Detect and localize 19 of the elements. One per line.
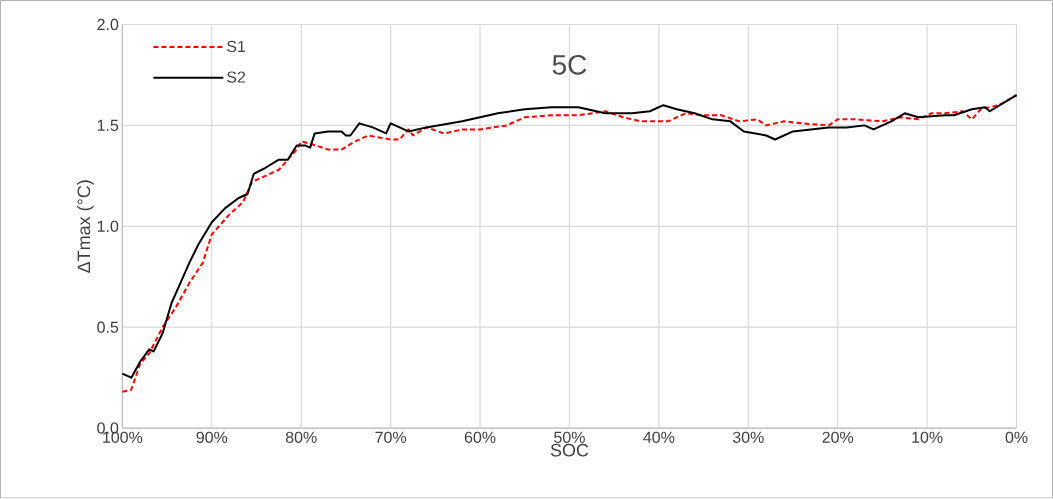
- x-tick-label: 40%: [643, 431, 675, 444]
- x-tick-label: 0%: [1005, 431, 1028, 444]
- x-tick-label: 70%: [375, 431, 407, 444]
- x-tick-label: 30%: [732, 431, 764, 444]
- y-tick-label: 2.0: [97, 19, 119, 31]
- legend-label: S1: [227, 41, 246, 53]
- x-tick-label: 90%: [196, 431, 228, 444]
- x-tick-label: 50%: [554, 431, 585, 444]
- annotation: 5C: [552, 55, 587, 75]
- x-tick-label: 20%: [822, 431, 854, 444]
- y-tick-label: 1.5: [97, 120, 119, 132]
- y-axis-title: ΔTmax (°C): [77, 180, 94, 274]
- x-tick-label: 60%: [464, 431, 496, 444]
- x-axis-title: SOC: [550, 444, 589, 457]
- y-tick-label: 0.5: [97, 321, 119, 334]
- legend-label: S2: [227, 71, 246, 83]
- x-tick-label: 80%: [285, 431, 317, 444]
- x-tick-label: 10%: [912, 431, 943, 444]
- y-tick-label: 1.0: [97, 220, 119, 233]
